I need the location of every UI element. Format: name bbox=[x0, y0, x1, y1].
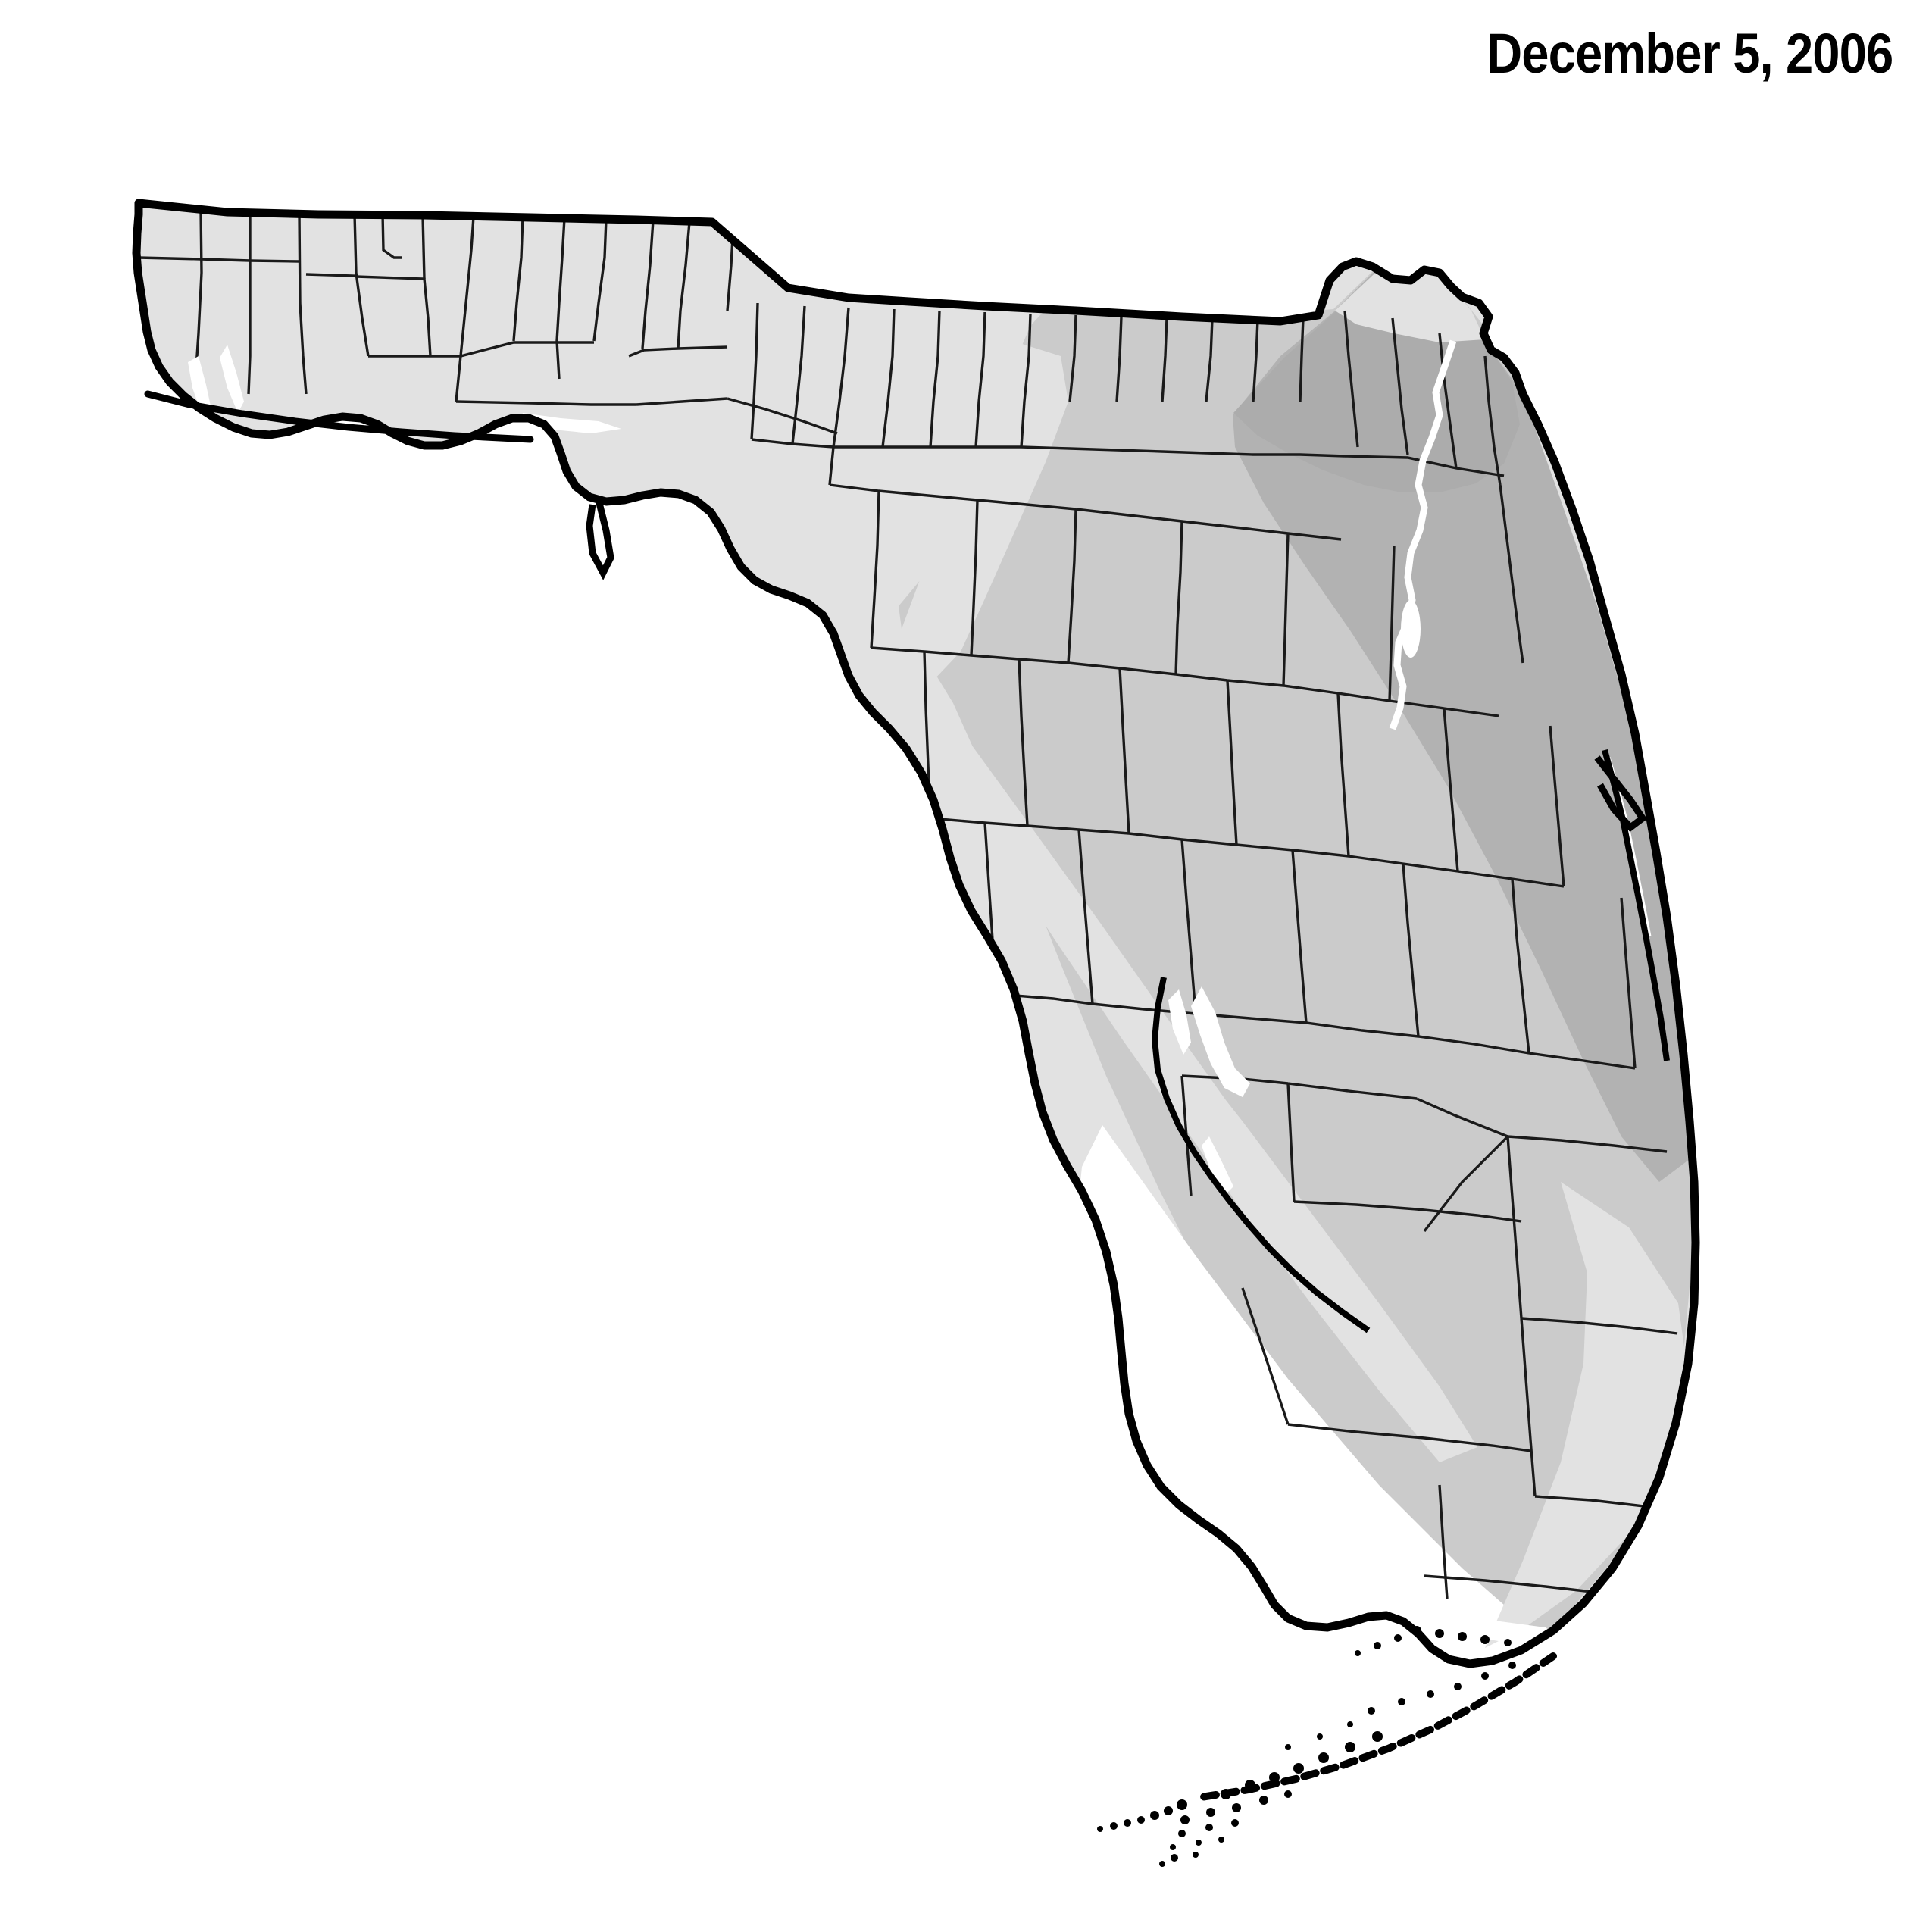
florida-bay bbox=[1447, 1618, 1561, 1643]
panhandle-barrier-islands bbox=[144, 390, 534, 443]
florida-keys-islets bbox=[1097, 1662, 1516, 1850]
east-coast-barrier-islands bbox=[1602, 749, 1670, 1061]
old-tampa-bay bbox=[1168, 989, 1191, 1055]
charlotte-harbor bbox=[1202, 1136, 1233, 1196]
everglades-coast-islets bbox=[1355, 1626, 1512, 1656]
drought-shading-layer bbox=[899, 264, 1696, 1664]
escambia-bay bbox=[188, 356, 212, 418]
pensacola-bay bbox=[220, 345, 244, 413]
cape-canaveral bbox=[1594, 755, 1648, 833]
dry-tortugas bbox=[1159, 1852, 1199, 1867]
lake-george bbox=[1401, 600, 1421, 658]
cape-san-blas bbox=[586, 499, 614, 580]
map-date-title: December 5, 2006 bbox=[1486, 22, 1893, 85]
tampa-bay bbox=[1191, 986, 1250, 1097]
drought-band-d2 bbox=[1233, 264, 1690, 1182]
drought-band-d0-bigbend bbox=[902, 326, 1068, 682]
drought-band-d0-okeechobee bbox=[1144, 1030, 1477, 1462]
florida-keys-arc bbox=[1198, 1652, 1557, 1801]
drought-band-d0-se bbox=[1485, 1182, 1690, 1648]
west-coast-barrier-islands bbox=[1151, 977, 1371, 1333]
st-johns-river bbox=[1389, 339, 1457, 730]
state-outline-layer bbox=[132, 199, 1700, 1867]
